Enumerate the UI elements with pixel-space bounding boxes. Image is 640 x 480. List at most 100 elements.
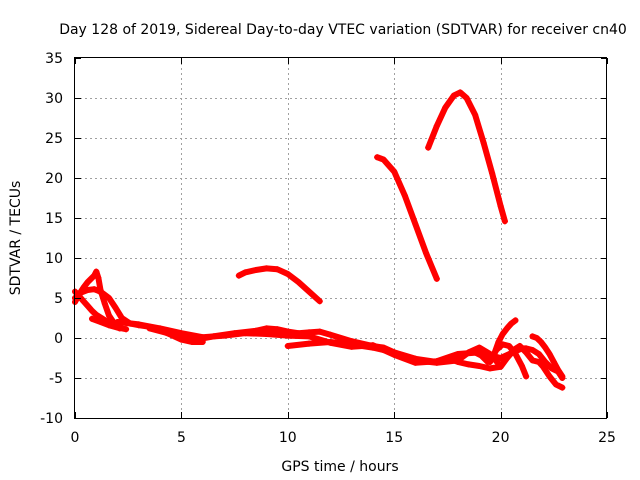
data-point xyxy=(535,351,542,357)
data-point xyxy=(348,341,355,348)
data-point xyxy=(252,267,259,273)
data-point xyxy=(306,340,313,347)
x-tick-label: 10 xyxy=(279,430,297,446)
y-tick-label: 25 xyxy=(45,131,63,147)
data-point xyxy=(391,168,398,175)
data-point xyxy=(146,325,153,332)
data-point xyxy=(106,295,113,301)
data-point xyxy=(242,269,249,276)
data-point xyxy=(512,317,519,324)
data-point xyxy=(493,347,500,353)
data-point xyxy=(472,111,479,118)
data-point xyxy=(106,312,113,319)
data-point xyxy=(306,288,313,295)
data-point xyxy=(559,384,566,391)
data-point xyxy=(529,357,536,364)
data-point xyxy=(327,339,334,345)
data-point xyxy=(327,331,334,338)
data-point xyxy=(369,344,376,351)
y-tick-label: 0 xyxy=(54,331,63,347)
chart-title: Day 128 of 2019, Sidereal Day-to-day VTE… xyxy=(59,22,627,38)
data-point xyxy=(106,322,113,329)
data-point xyxy=(546,351,553,357)
data-point xyxy=(80,298,87,305)
data-point xyxy=(489,170,496,177)
data-point xyxy=(463,95,470,101)
data-point xyxy=(423,250,430,257)
data-point xyxy=(433,123,440,129)
data-point xyxy=(263,325,270,332)
data-point xyxy=(91,286,98,293)
data-point xyxy=(499,341,506,348)
data-point xyxy=(284,343,291,349)
data-point xyxy=(455,359,462,365)
y-tick-label: 5 xyxy=(54,291,63,307)
data-point xyxy=(274,326,281,333)
data-point xyxy=(497,363,504,370)
data-point xyxy=(457,89,464,96)
data-point xyxy=(295,330,302,337)
data-point xyxy=(465,361,472,368)
data-point xyxy=(486,365,493,372)
y-axis-label: SDTVAR / TECUs xyxy=(8,181,24,296)
data-point xyxy=(263,331,270,337)
data-point xyxy=(503,325,510,332)
data-point xyxy=(123,326,130,333)
data-point xyxy=(555,367,562,373)
series-arc-10 xyxy=(486,341,530,380)
data-point xyxy=(542,344,549,351)
data-point xyxy=(210,333,217,340)
series-line xyxy=(114,319,525,366)
y-tick-label: -5 xyxy=(49,371,63,387)
data-point xyxy=(401,192,408,199)
data-point xyxy=(472,349,479,356)
data-point xyxy=(95,275,102,281)
series-arc-13 xyxy=(374,154,440,282)
data-point xyxy=(540,363,547,370)
data-point xyxy=(93,268,100,275)
data-point xyxy=(497,355,504,361)
data-point xyxy=(412,221,419,228)
data-point xyxy=(450,92,457,99)
data-point xyxy=(80,284,87,291)
x-tick-label: 15 xyxy=(385,430,403,446)
data-point xyxy=(93,311,100,318)
data-point xyxy=(284,328,291,335)
data-point xyxy=(476,363,483,369)
data-point xyxy=(252,327,259,334)
data-point xyxy=(444,355,451,361)
data-point xyxy=(478,352,485,359)
data-point xyxy=(516,343,523,349)
data-point xyxy=(91,272,98,279)
data-point xyxy=(512,351,519,357)
series-arc-12 xyxy=(235,265,323,305)
data-point xyxy=(89,315,96,322)
data-point xyxy=(529,347,536,353)
data-point xyxy=(550,359,557,365)
data-point xyxy=(135,321,142,328)
series-arc-11 xyxy=(529,333,566,380)
data-point xyxy=(425,144,432,151)
data-point xyxy=(497,203,504,209)
y-tick-label: 15 xyxy=(45,211,63,227)
data-point xyxy=(167,331,174,337)
data-point xyxy=(84,303,91,309)
data-point xyxy=(374,154,381,161)
data-point xyxy=(533,335,540,341)
y-tick-label: 35 xyxy=(45,51,63,67)
data-point xyxy=(433,275,440,282)
data-point xyxy=(316,328,323,335)
data-point xyxy=(89,307,96,314)
data-point xyxy=(442,104,449,111)
data-point xyxy=(391,349,398,356)
data-point xyxy=(506,343,513,349)
data-point xyxy=(535,359,542,365)
data-point xyxy=(552,381,559,388)
series-arc-14 xyxy=(425,89,508,225)
data-point xyxy=(480,139,487,146)
data-point xyxy=(476,344,483,351)
series-arc-4 xyxy=(89,315,130,333)
data-point xyxy=(316,298,323,305)
x-tick-label: 0 xyxy=(71,430,80,446)
